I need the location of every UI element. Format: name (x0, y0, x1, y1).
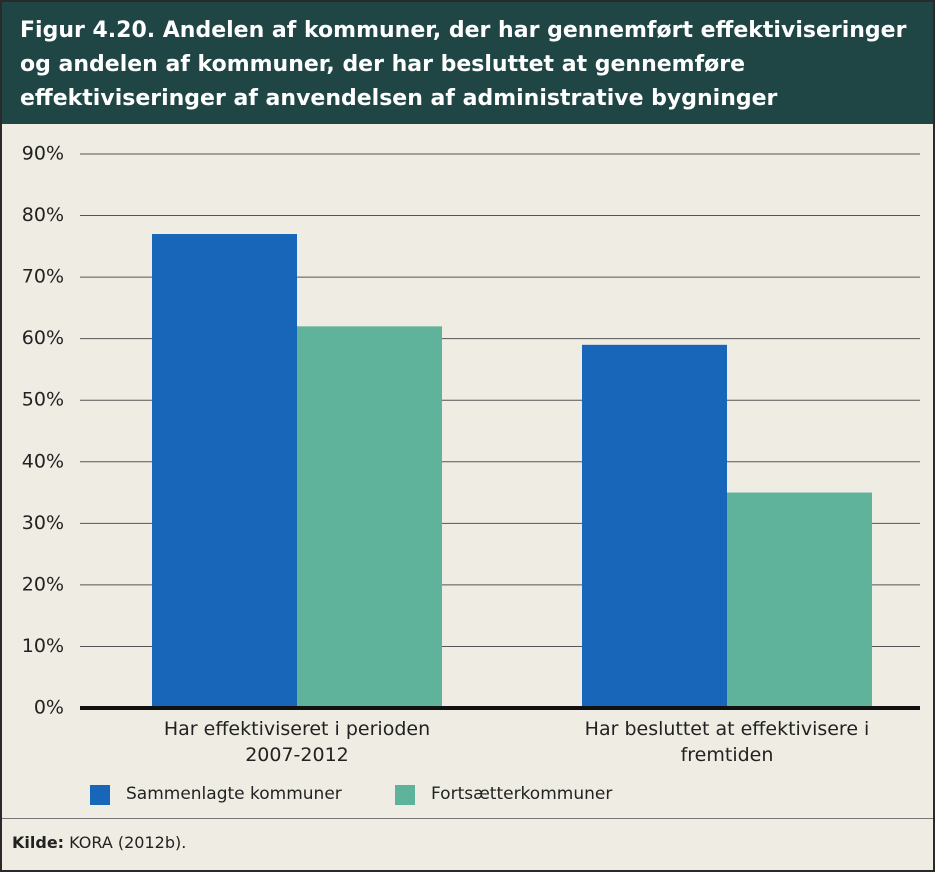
chart-title: Figur 4.20. Andelen af kommuner, der har… (2, 2, 933, 124)
source-label: Kilde: (12, 833, 65, 852)
y-tick-label: 30% (22, 512, 64, 534)
y-tick-label: 0% (34, 697, 64, 719)
legend-swatch (395, 785, 415, 805)
y-tick-label: 60% (22, 327, 64, 349)
x-tick-label: Har besluttet at effektivisere i fremtid… (584, 718, 870, 766)
y-tick-label: 40% (22, 450, 64, 472)
y-tick-label: 80% (22, 204, 64, 226)
legend-label: Sammenlagte kommuner (126, 784, 342, 804)
source: Kilde: KORA (2012b). (2, 818, 933, 866)
bar (727, 492, 872, 708)
legend-label: Fortsætterkommuner (431, 784, 613, 804)
bar (297, 326, 442, 708)
y-tick-label: 50% (22, 389, 64, 411)
y-tick-label: 20% (22, 573, 64, 595)
legend-swatch (90, 785, 110, 805)
y-tick-label: 70% (22, 266, 64, 288)
source-text: KORA (2012b). (69, 833, 187, 852)
bar (582, 344, 727, 708)
x-tick-label: Har effektiviseret i perioden 2007-2012 (163, 718, 431, 766)
y-tick-label: 90% (22, 143, 64, 165)
bar (152, 234, 297, 708)
y-tick-label: 10% (22, 635, 64, 657)
